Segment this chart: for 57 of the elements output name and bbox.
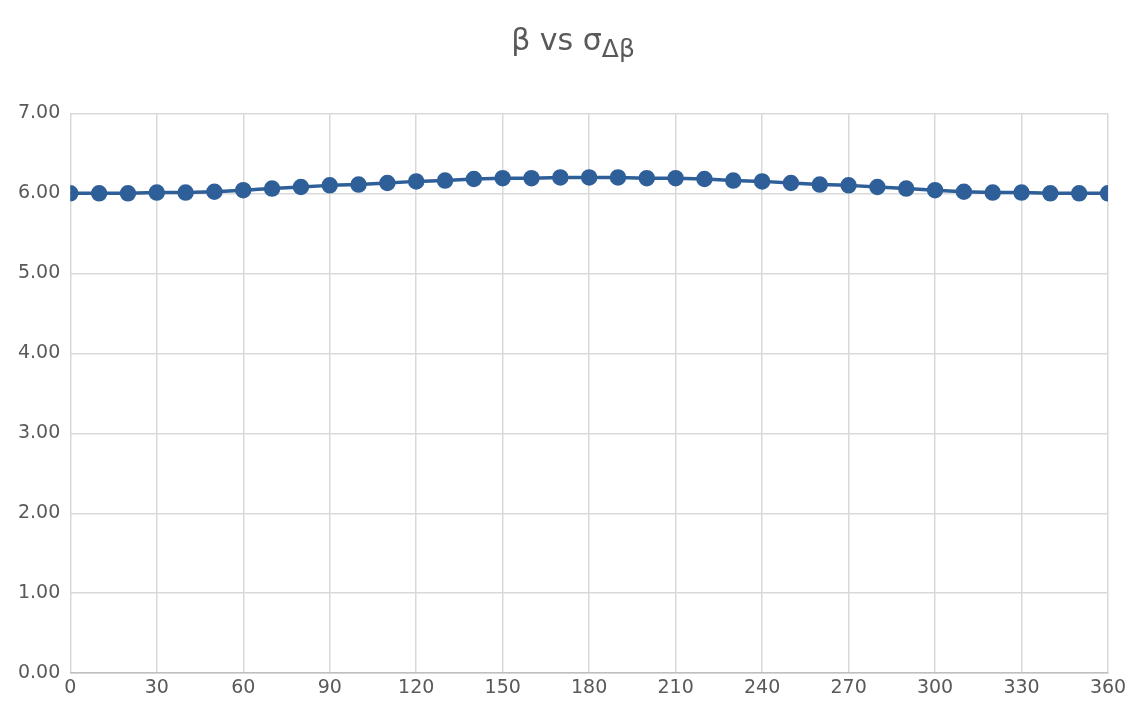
point <box>465 170 483 188</box>
x-tick-label: 300 <box>916 674 954 697</box>
point <box>869 178 886 196</box>
point <box>292 178 310 196</box>
x-tick-label: 60 <box>231 674 256 697</box>
y-tick-label: 2.00 <box>17 500 61 523</box>
point <box>235 181 252 199</box>
point <box>609 169 627 186</box>
point <box>148 184 166 201</box>
point <box>552 169 569 186</box>
x-tick-label: 180 <box>571 674 608 697</box>
point <box>436 172 454 189</box>
y-tick-label: 6.00 <box>17 180 61 203</box>
point <box>638 169 656 187</box>
point <box>177 184 194 201</box>
x-tick-label: 150 <box>484 674 521 697</box>
point <box>90 185 108 202</box>
x-tick-label: 0 <box>64 674 77 697</box>
point <box>725 172 742 189</box>
x-tick-label: 90 <box>317 674 342 697</box>
y-tick-label: 4.00 <box>17 340 61 363</box>
point <box>494 169 511 187</box>
point <box>379 174 396 192</box>
point <box>782 174 800 192</box>
y-tick-label: 1.00 <box>17 580 61 603</box>
point <box>840 177 857 194</box>
point <box>523 169 540 187</box>
point <box>753 173 771 190</box>
point <box>580 169 598 186</box>
point <box>667 169 684 187</box>
point <box>984 184 1001 201</box>
chart-title: β vs σ$_{Δβ}$ <box>510 21 636 65</box>
point <box>206 183 223 201</box>
x-tick-label: 360 <box>1089 674 1127 697</box>
point <box>350 176 367 193</box>
point <box>955 183 973 201</box>
point <box>1042 185 1059 202</box>
point <box>696 170 713 188</box>
x-tick-label: 120 <box>398 674 435 697</box>
point <box>263 180 281 197</box>
y-tick-label: 3.00 <box>17 420 61 443</box>
point <box>1013 184 1030 201</box>
x-tick-label: 270 <box>830 674 867 697</box>
point <box>811 176 828 193</box>
point <box>119 185 137 202</box>
y-tick-label: 7.00 <box>17 100 61 123</box>
point <box>926 181 944 199</box>
y-tick-label: 0.00 <box>17 660 61 683</box>
y-tick-label: 5.00 <box>17 260 61 283</box>
x-tick-label: 30 <box>144 674 169 697</box>
x-tick-label: 330 <box>1003 674 1040 697</box>
x-tick-label: 210 <box>657 674 694 697</box>
point <box>407 173 425 190</box>
point <box>321 177 338 194</box>
point <box>1070 185 1088 202</box>
x-tick-label: 240 <box>743 674 781 697</box>
point <box>897 180 915 197</box>
